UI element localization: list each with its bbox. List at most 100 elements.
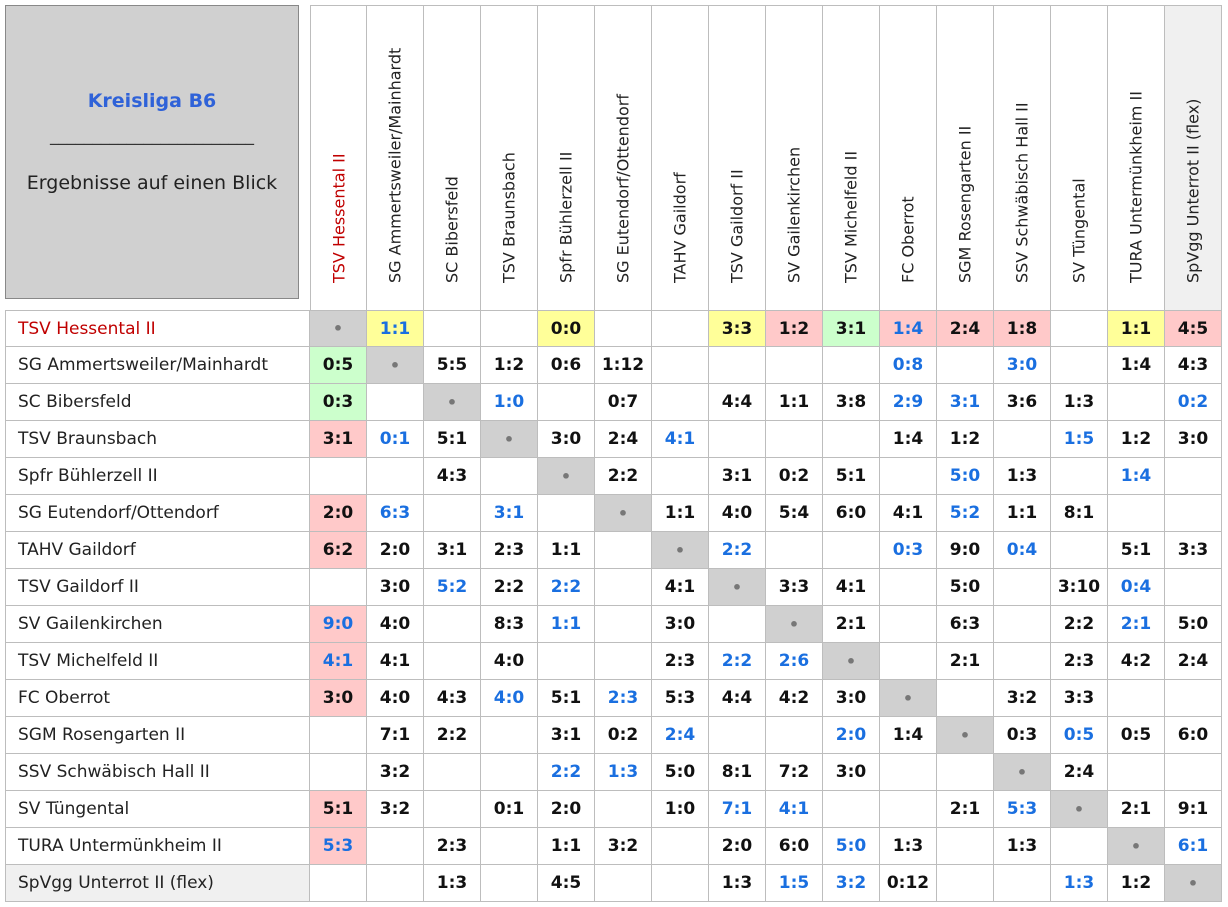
score-cell: 0:3 (310, 384, 367, 421)
empty-cell (880, 643, 937, 680)
empty-cell (1051, 458, 1108, 495)
score-cell: 5:1 (310, 791, 367, 828)
score-cell: 3:1 (823, 310, 880, 347)
row-label: SV Tüngental (5, 791, 310, 828)
score-cell: 1:5 (1051, 421, 1108, 458)
empty-cell (937, 680, 994, 717)
score-cell: 2:4 (595, 421, 652, 458)
score-cell: 2:1 (937, 791, 994, 828)
empty-cell (595, 865, 652, 902)
score-cell: 4:0 (709, 495, 766, 532)
score-cell: 4:5 (538, 865, 595, 902)
row-label: SpVgg Unterrot II (flex) (5, 865, 310, 902)
score-cell: 3:3 (766, 569, 823, 606)
empty-cell (310, 754, 367, 791)
score-cell: 3:1 (709, 458, 766, 495)
score-cell: 3:1 (937, 384, 994, 421)
score-cell: 6:0 (766, 828, 823, 865)
score-cell: 0:7 (595, 384, 652, 421)
title-box: Kreisliga B6 ________________________ Er… (5, 5, 299, 299)
score-cell: 3:10 (1051, 569, 1108, 606)
column-header: TSV Michelfeld II (823, 5, 880, 310)
score-cell: 4:1 (367, 643, 424, 680)
column-header: TAHV Gaildorf (652, 5, 709, 310)
team-name: TSV Michelfeld II (841, 150, 861, 283)
team-name: SV Gailenkirchen (784, 146, 804, 283)
empty-cell (823, 347, 880, 384)
column-header: SpVgg Unterrot II (flex) (1165, 5, 1222, 310)
score-cell: 5:3 (994, 791, 1051, 828)
score-cell: 5:0 (652, 754, 709, 791)
empty-cell (880, 458, 937, 495)
score-cell: 3:0 (823, 680, 880, 717)
score-cell: 2:4 (1165, 643, 1222, 680)
score-cell: 3:2 (994, 680, 1051, 717)
score-cell: 5:0 (937, 569, 994, 606)
empty-cell (367, 458, 424, 495)
empty-cell (481, 865, 538, 902)
score-cell: 1:4 (880, 310, 937, 347)
score-cell: 2:3 (652, 643, 709, 680)
score-cell: 4:1 (652, 569, 709, 606)
diagonal-cell: • (310, 310, 367, 347)
score-cell: 4:0 (367, 680, 424, 717)
score-cell: 4:0 (367, 606, 424, 643)
empty-cell (1165, 458, 1222, 495)
empty-cell (1108, 384, 1165, 421)
score-cell: 3:1 (310, 421, 367, 458)
empty-cell (994, 865, 1051, 902)
score-cell: 0:8 (880, 347, 937, 384)
empty-cell (880, 606, 937, 643)
empty-cell (652, 384, 709, 421)
league-title: Kreisliga B6 (87, 90, 217, 112)
empty-cell (709, 347, 766, 384)
score-cell: 5:4 (766, 495, 823, 532)
score-cell: 5:5 (424, 347, 481, 384)
score-cell: 0:5 (310, 347, 367, 384)
empty-cell (1165, 495, 1222, 532)
diagonal-cell: • (937, 717, 994, 754)
score-cell: 1:3 (709, 865, 766, 902)
score-cell: 1:0 (481, 384, 538, 421)
score-cell: 4:4 (709, 384, 766, 421)
empty-cell (709, 606, 766, 643)
score-cell: 0:3 (880, 532, 937, 569)
score-cell: 6:0 (823, 495, 880, 532)
empty-cell (595, 791, 652, 828)
team-name: FC Oberrot (898, 196, 918, 283)
empty-cell (652, 347, 709, 384)
empty-cell (595, 532, 652, 569)
score-cell: 8:1 (1051, 495, 1108, 532)
score-cell: 2:1 (823, 606, 880, 643)
team-name: SG Ammertsweiler/Mainhardt (385, 47, 405, 283)
score-cell: 2:3 (481, 532, 538, 569)
diagonal-cell: • (595, 495, 652, 532)
empty-cell (880, 569, 937, 606)
score-cell: 0:12 (880, 865, 937, 902)
score-cell: 2:2 (538, 754, 595, 791)
score-cell: 5:2 (424, 569, 481, 606)
empty-cell (766, 532, 823, 569)
team-name: Spfr Bühlerzell II (556, 151, 576, 283)
score-cell: 1:3 (880, 828, 937, 865)
score-cell: 1:4 (880, 421, 937, 458)
score-cell: 1:4 (1108, 347, 1165, 384)
diagonal-cell: • (652, 532, 709, 569)
diagonal-cell: • (424, 384, 481, 421)
score-cell: 2:0 (823, 717, 880, 754)
score-cell: 4:2 (1108, 643, 1165, 680)
team-name: TURA Untermünkheim II (1126, 91, 1146, 283)
score-cell: 1:3 (1051, 865, 1108, 902)
empty-cell (766, 347, 823, 384)
rule: ________________________ (50, 126, 254, 146)
team-name: SGM Rosengarten II (955, 125, 975, 283)
score-cell: 6:0 (1165, 717, 1222, 754)
score-cell: 1:8 (994, 310, 1051, 347)
score-cell: 2:3 (595, 680, 652, 717)
empty-cell (1108, 680, 1165, 717)
score-cell: 1:1 (766, 384, 823, 421)
score-cell: 4:0 (481, 680, 538, 717)
score-cell: 3:2 (823, 865, 880, 902)
score-cell: 3:0 (652, 606, 709, 643)
row-label: Spfr Bühlerzell II (5, 458, 310, 495)
